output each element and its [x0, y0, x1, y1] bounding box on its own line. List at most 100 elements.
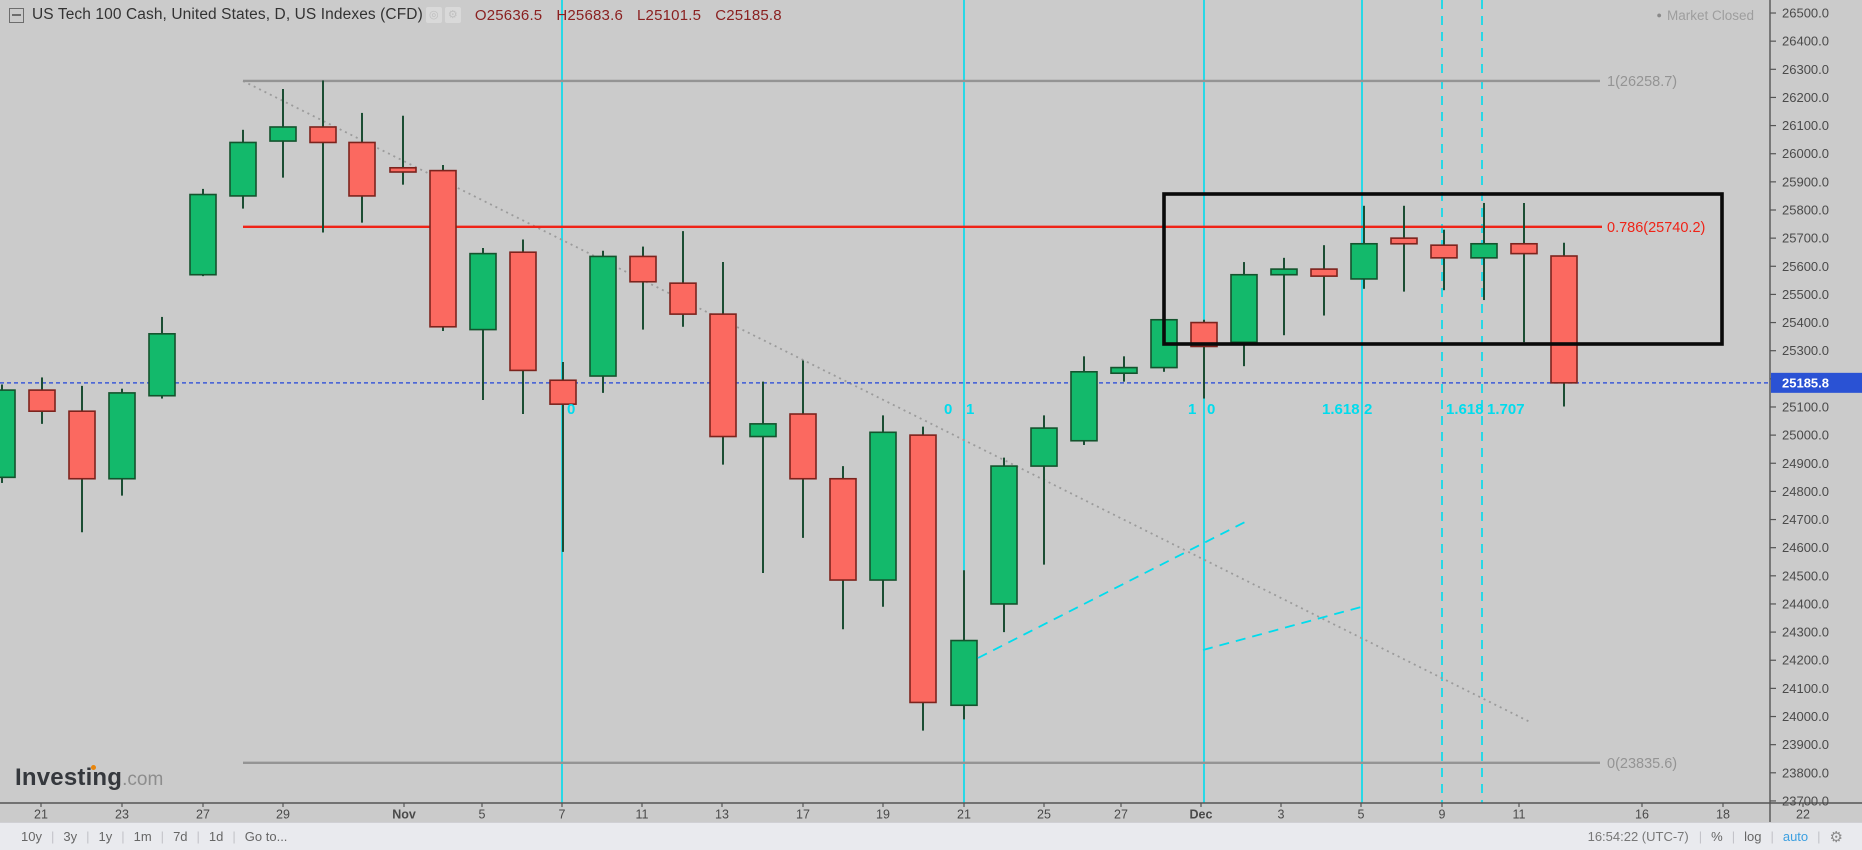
price-axis-label: 24400.0: [1782, 596, 1829, 611]
candle-bearish[interactable]: [1550, 255, 1578, 384]
wave-label: 0: [567, 401, 575, 418]
consolidation-box[interactable]: [1162, 192, 1724, 346]
date-axis-label: 17: [796, 808, 810, 822]
range-1d[interactable]: 1d: [208, 829, 224, 844]
settings-gear-icon[interactable]: ⚙: [1829, 828, 1843, 846]
gear-icon[interactable]: ⚙: [444, 7, 461, 23]
candle-bearish[interactable]: [1190, 321, 1218, 348]
candle-bullish[interactable]: [1110, 366, 1138, 375]
candle-bearish[interactable]: [1430, 244, 1458, 259]
candle-bearish[interactable]: [509, 251, 537, 372]
status-dot-icon: ●: [1656, 10, 1662, 20]
fib-level-label: 0.786(25740.2): [1607, 220, 1705, 236]
candle-bullish[interactable]: [269, 126, 297, 142]
range-10y[interactable]: 10y: [21, 829, 42, 844]
candle-bearish[interactable]: [829, 477, 857, 581]
candle-bullish[interactable]: [108, 392, 136, 480]
candle-bearish[interactable]: [629, 255, 657, 283]
candle-bearish[interactable]: [429, 169, 457, 328]
wave-label: 2: [1364, 401, 1372, 418]
candle-bearish[interactable]: [68, 410, 96, 480]
price-axis-label: 26300.0: [1782, 62, 1829, 77]
chart-title: US Tech 100 Cash, United States, D, US I…: [32, 6, 423, 23]
range-7d[interactable]: 7d: [173, 829, 188, 844]
candle-bearish[interactable]: [1510, 242, 1538, 255]
price-axis-label: 24200.0: [1782, 653, 1829, 668]
date-axis-label: 18: [1716, 808, 1730, 822]
separator: |: [50, 829, 55, 844]
candle-bullish[interactable]: [1230, 273, 1258, 344]
candle-bearish[interactable]: [28, 389, 56, 413]
wave-label: 0: [1207, 401, 1215, 418]
candle-bullish[interactable]: [869, 431, 897, 581]
candle-bullish[interactable]: [229, 141, 257, 197]
candle-bullish[interactable]: [950, 639, 978, 707]
candle-bearish[interactable]: [348, 141, 376, 197]
auto-scale-button[interactable]: auto: [1782, 829, 1809, 844]
date-axis-label: Nov: [392, 808, 416, 822]
target-icon[interactable]: ◎: [425, 7, 442, 23]
candle-bullish[interactable]: [749, 423, 777, 438]
logo-text: Investing: [15, 764, 123, 791]
ohlc-low: L25101.5: [637, 6, 702, 24]
price-axis-label: 26100.0: [1782, 118, 1829, 133]
wave-label: 1.618: [1322, 401, 1360, 418]
date-axis-label: Dec: [1190, 808, 1213, 822]
ohlc-close: C25185.8: [715, 6, 782, 24]
bottom-toolbar: 10y | 3y | 1y | 1m | 7d | 1d | Go to... 16:54:…: [0, 822, 1862, 850]
price-axis-label: 26500.0: [1782, 6, 1829, 21]
candle-bearish[interactable]: [669, 282, 697, 315]
cyan-dashed-trendline[interactable]: [1202, 606, 1362, 651]
price-axis-label: 24300.0: [1782, 625, 1829, 640]
candle-bullish[interactable]: [469, 252, 497, 331]
date-axis-label: 16: [1635, 808, 1649, 822]
range-selector: 10y | 3y | 1y | 1m | 7d | 1d | Go to...: [12, 829, 296, 844]
log-scale-button[interactable]: log: [1744, 829, 1762, 844]
candle-bullish[interactable]: [1470, 242, 1498, 259]
date-axis-label: 13: [715, 808, 729, 822]
date-axis-label: 27: [1114, 808, 1128, 822]
price-axis-label: 23900.0: [1782, 737, 1829, 752]
price-axis-label: 23700.0: [1782, 793, 1829, 808]
collapse-panel-icon[interactable]: [9, 7, 24, 23]
candle-bearish[interactable]: [709, 313, 737, 438]
price-axis-label: 24600.0: [1782, 540, 1829, 555]
separator: |: [1698, 829, 1703, 844]
candle-bearish[interactable]: [549, 379, 577, 405]
candle-bullish[interactable]: [189, 193, 217, 276]
range-3y[interactable]: 3y: [63, 829, 78, 844]
market-status: ● Market Closed: [1657, 8, 1754, 23]
candle-bullish[interactable]: [148, 333, 176, 397]
candle-bullish[interactable]: [1350, 242, 1378, 280]
date-axis-label: 21: [34, 808, 48, 822]
price-axis-label: 25500.0: [1782, 287, 1829, 302]
separator: |: [1770, 829, 1774, 844]
goto-button[interactable]: Go to...: [244, 829, 288, 844]
candle-bearish[interactable]: [1310, 268, 1338, 277]
range-1m[interactable]: 1m: [133, 829, 152, 844]
range-1y[interactable]: 1y: [98, 829, 113, 844]
candle-bullish[interactable]: [0, 389, 16, 479]
candle-bearish[interactable]: [909, 434, 937, 704]
candle-bullish[interactable]: [1030, 427, 1058, 467]
price-axis-label: 24000.0: [1782, 709, 1829, 724]
candle-bullish[interactable]: [589, 255, 617, 377]
axis-settings: 16:54:22 (UTC-7) | % | log | auto | ⚙: [1578, 828, 1852, 846]
candle-bearish[interactable]: [1390, 237, 1418, 245]
candle-bearish[interactable]: [789, 413, 817, 480]
candle-bullish[interactable]: [1070, 371, 1098, 442]
last-price-tag-value: 25185.8: [1782, 375, 1829, 390]
percent-scale-button[interactable]: %: [1711, 829, 1723, 844]
price-axis-label: 24100.0: [1782, 681, 1829, 696]
date-axis-label: 11: [636, 808, 649, 822]
candle-bearish[interactable]: [309, 126, 337, 144]
candle-bearish[interactable]: [389, 166, 417, 173]
wave-label: 1: [1188, 401, 1196, 418]
date-axis-label: 23: [115, 808, 129, 822]
price-axis-label: 24800.0: [1782, 484, 1829, 499]
candle-bullish[interactable]: [1270, 268, 1298, 276]
candle-bullish[interactable]: [990, 465, 1018, 605]
separator: |: [1731, 829, 1736, 844]
